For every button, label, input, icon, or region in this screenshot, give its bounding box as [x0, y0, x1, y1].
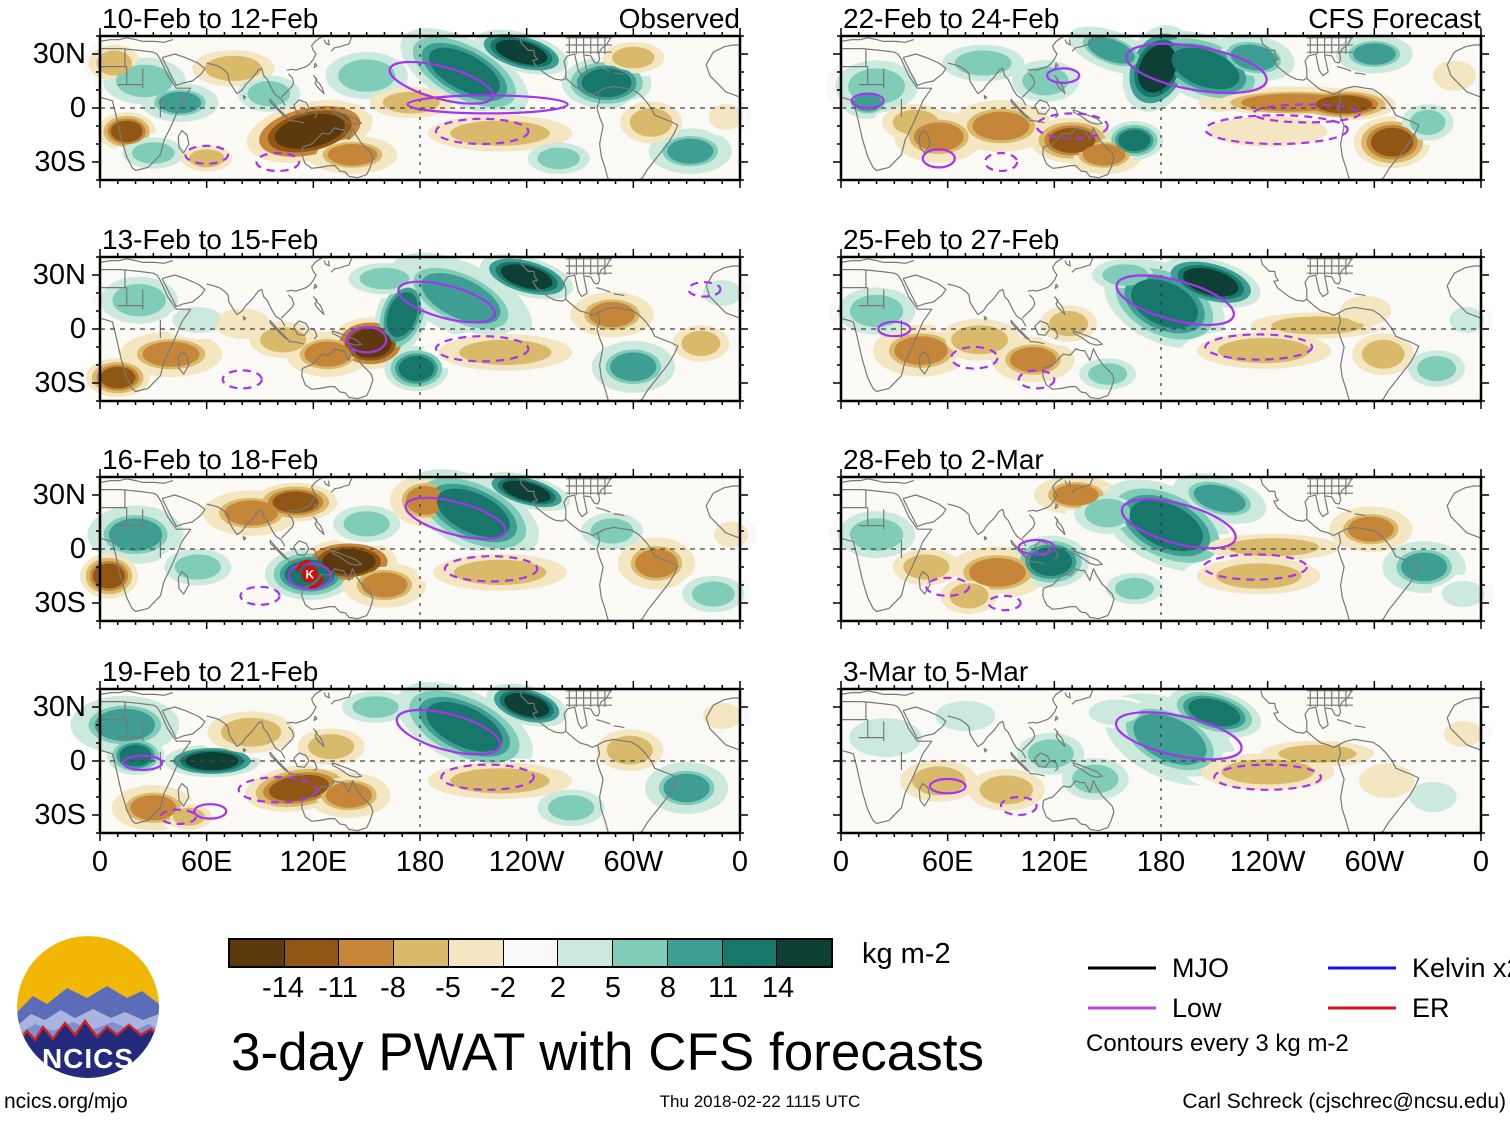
colorbar-cell [502, 940, 558, 966]
lon-tick-label: 120W [1229, 846, 1306, 878]
colorbar-tick-label: -8 [380, 972, 406, 1004]
colorbar-cell [283, 940, 339, 966]
anomaly-map [70, 681, 752, 841]
colorbar-units: kg m-2 [862, 938, 951, 970]
svg-text:K: K [305, 568, 314, 582]
map-panel-forecast-3: 28-Feb to 2-Mar [828, 444, 1496, 629]
map-panel-forecast-4: 3-Mar to 5-Mar [831, 656, 1493, 841]
lat-tick-label: 0 [69, 745, 86, 777]
legend-label: Low [1172, 992, 1222, 1023]
lon-tick-label: 180 [1136, 846, 1186, 878]
figure-title: 3-day PWAT with CFS forecasts [231, 1023, 984, 1082]
anomaly-map [82, 28, 752, 188]
colorbar-tick-label: 8 [659, 972, 677, 1004]
lat-tick-label: 30S [34, 799, 86, 831]
lon-tick-label: 0 [1472, 846, 1490, 878]
panel-date-range: 13-Feb to 15-Feb [102, 224, 319, 255]
map-panel-observed-3: 16-Feb to 18-Feb K [80, 444, 757, 629]
lat-tick-label: 0 [69, 313, 86, 345]
footer-url: ncics.org/mjo [4, 1090, 128, 1113]
lat-tick-label: 0 [69, 92, 86, 124]
lon-tick-label: 120E [1020, 846, 1089, 878]
panel-date-range: 22-Feb to 24-Feb [843, 3, 1060, 34]
legend-item-er: ER [1326, 993, 1510, 1024]
lat-tick-label: 0 [69, 533, 86, 565]
lon-tick-label: 120W [488, 846, 565, 878]
colorbar-tick-label: -2 [490, 972, 516, 1004]
footer-author: Carl Schreck (cjschrec@ncsu.edu) [1182, 1090, 1506, 1113]
lon-tick-label: 60E [921, 846, 974, 878]
map-panel-observed-2: 13-Feb to 15-Feb [85, 224, 752, 409]
colorbar-tick-label: 11 [707, 972, 739, 1004]
colorbar-tick-label: -14 [262, 972, 304, 1004]
colorbar-tick-label: -11 [318, 972, 358, 1004]
colorbar-cell [666, 940, 722, 966]
map-panel-forecast-2: 25-Feb to 27-Feb [828, 224, 1493, 409]
colorbar-cell [557, 940, 613, 966]
logo-text: NCICS [42, 1043, 134, 1074]
colorbar-tick-label: -5 [435, 972, 461, 1004]
low-line-icon [1088, 1006, 1156, 1010]
colorbar-cell [338, 940, 394, 966]
colorbar-cell [230, 940, 284, 966]
anomaly-map [825, 25, 1489, 188]
footer-timestamp: Thu 2018-02-22 1115 UTC [659, 1092, 861, 1111]
panel-date-range: 25-Feb to 27-Feb [843, 224, 1060, 255]
panel-source-label: Observed [618, 3, 740, 34]
lon-tick-label: 60W [1344, 846, 1405, 878]
legend-item-low: Low [1086, 993, 1326, 1024]
map-panel-observed-4: 19-Feb to 21-Feb [70, 656, 752, 841]
map-panel-observed-1: 10-Feb to 12-Feb Observed [82, 3, 752, 188]
lon-tick-label: 180 [395, 846, 445, 878]
mjo-line-icon [1088, 966, 1156, 970]
anomaly-map [85, 249, 752, 409]
anomaly-map [831, 681, 1493, 841]
legend-label: ER [1412, 992, 1450, 1023]
lon-tick-label: 0 [91, 846, 109, 878]
legend-item-kelvin: Kelvin x2 [1326, 953, 1510, 984]
colorbar-cell [612, 940, 667, 966]
colorbar-cell [776, 940, 832, 966]
wave-legend: MJO Kelvin x2 Low ER Contours every 3 kg… [1086, 948, 1510, 1058]
legend-label: MJO [1172, 952, 1229, 983]
lat-tick-label: 30N [32, 259, 86, 291]
colorbar-tick-label: 14 [761, 972, 795, 1004]
legend-item-mjo: MJO [1086, 953, 1326, 984]
panel-source-label: CFS Forecast [1308, 3, 1481, 34]
lon-tick-label: 120E [279, 846, 348, 878]
map-panel-forecast-1: 22-Feb to 24-Feb CFS Forecast [825, 3, 1489, 188]
lat-tick-label: 30N [32, 479, 86, 511]
colorbar-tick-label: 2 [549, 972, 567, 1004]
contour-interval-note: Contours every 3 kg m-2 [1086, 1030, 1349, 1057]
kelvin-line-icon [1328, 966, 1396, 970]
lon-tick-label: 0 [832, 846, 850, 878]
panel-date-range: 10-Feb to 12-Feb [102, 3, 319, 34]
colorbar-cell [447, 940, 503, 966]
lat-tick-label: 30N [32, 38, 86, 70]
colorbar-cell [721, 940, 777, 966]
panel-date-range: 19-Feb to 21-Feb [102, 656, 319, 687]
panel-date-range: 28-Feb to 2-Mar [843, 444, 1044, 475]
lat-tick-label: 30S [34, 587, 86, 619]
panel-date-range: 16-Feb to 18-Feb [102, 444, 319, 475]
colorbar [228, 938, 833, 968]
lon-tick-label: 60W [603, 846, 664, 878]
lat-tick-label: 30S [34, 146, 86, 178]
ncics-logo: NCICS [13, 934, 163, 1084]
colorbar-tick-label: 5 [604, 972, 622, 1004]
anomaly-map [828, 249, 1493, 409]
legend-label: Kelvin x2 [1412, 952, 1510, 983]
panel-date-range: 3-Mar to 5-Mar [843, 656, 1029, 687]
lat-tick-label: 30N [32, 691, 86, 723]
anomaly-map [828, 469, 1496, 629]
lon-tick-label: 0 [731, 846, 749, 878]
colorbar-cell [393, 940, 448, 966]
er-line-icon [1328, 1006, 1396, 1010]
lat-tick-label: 30S [34, 367, 86, 399]
lon-tick-label: 60E [180, 846, 233, 878]
anomaly-map: K [80, 469, 757, 629]
